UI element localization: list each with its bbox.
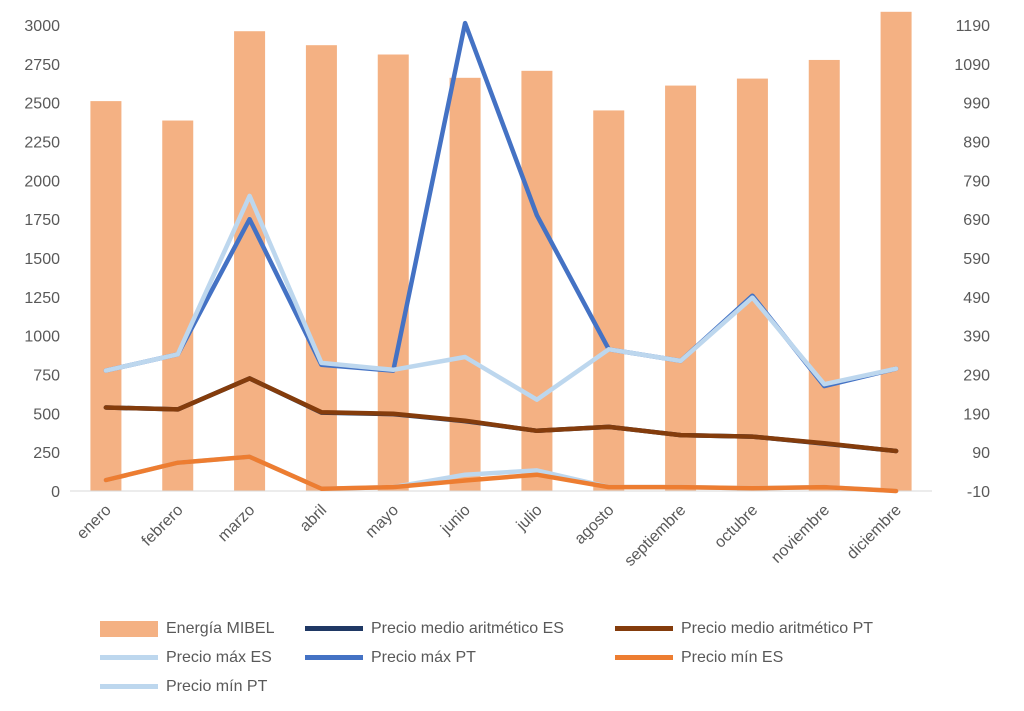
legend-row: Energía MIBEL Precio medio aritmético ES P… bbox=[100, 614, 1000, 643]
left-tick-label: 1000 bbox=[24, 329, 60, 346]
left-tick-label: 750 bbox=[33, 368, 60, 385]
right-tick-label: 890 bbox=[963, 135, 990, 152]
right-tick-label: 90 bbox=[972, 445, 990, 462]
bar-marzo bbox=[234, 31, 266, 492]
left-tick-label: 500 bbox=[33, 406, 60, 423]
right-tick-label: -10 bbox=[967, 484, 990, 501]
bar-enero bbox=[90, 101, 122, 491]
left-tick-label: 3000 bbox=[24, 18, 60, 35]
bars-layer bbox=[90, 11, 912, 492]
legend-label: Precio mín PT bbox=[166, 677, 268, 695]
right-axis-labels: -10 90 190 290 390 490 590 690 790 890 990 1090 1190 bbox=[954, 18, 990, 501]
series-line-5 bbox=[103, 454, 899, 494]
bar-julio bbox=[521, 70, 553, 491]
category-label-noviembre: noviembre bbox=[768, 502, 833, 567]
bar-abril bbox=[305, 45, 337, 492]
legend-swatch bbox=[100, 620, 158, 637]
chart: 0 250 500 750 1000 1250 1500 1750 2000 2250 2500 27… bbox=[24, 11, 990, 570]
legend-item: Energía MIBEL bbox=[100, 620, 305, 638]
right-tick-label: 990 bbox=[963, 96, 990, 113]
legend-label: Precio mín ES bbox=[681, 648, 784, 666]
legend-item: Precio medio aritmético ES bbox=[305, 620, 615, 638]
category-label-enero: enero bbox=[74, 502, 115, 543]
bar-noviembre bbox=[808, 59, 840, 491]
legend-swatch bbox=[100, 655, 158, 660]
left-tick-label: 0 bbox=[51, 484, 60, 501]
legend-swatch bbox=[305, 655, 363, 660]
legend-label: Precio medio aritmético PT bbox=[681, 619, 874, 637]
category-label-julio: julio bbox=[513, 502, 546, 535]
right-tick-label: 190 bbox=[963, 406, 990, 423]
category-label-junio: junio bbox=[437, 502, 474, 539]
bar-diciembre bbox=[880, 11, 912, 492]
series-line-4 bbox=[103, 20, 899, 389]
category-label-febrero: febrero bbox=[139, 502, 187, 550]
right-tick-label: 390 bbox=[963, 329, 990, 346]
lines-layer bbox=[103, 20, 899, 494]
bar-junio bbox=[449, 77, 481, 492]
legend-row: Precio mín PT bbox=[100, 672, 1000, 701]
legend-item: Precio medio aritmético PT bbox=[615, 620, 945, 638]
legend-swatch bbox=[615, 655, 673, 660]
left-tick-label: 1500 bbox=[24, 251, 60, 268]
legend-row: Precio máx ES Precio máx PT Precio mín ES bbox=[100, 643, 1000, 672]
right-tick-label: 790 bbox=[963, 173, 990, 190]
right-tick-label: 1190 bbox=[956, 18, 991, 35]
x-axis-labels: enero febrero marzo abril mayo junio julio agos… bbox=[74, 502, 905, 570]
series-line-2 bbox=[103, 376, 899, 454]
left-tick-label: 2250 bbox=[24, 135, 60, 152]
legend-label: Precio máx PT bbox=[371, 648, 476, 666]
legend-swatch bbox=[615, 626, 673, 631]
legend-item: Precio mín PT bbox=[100, 678, 305, 696]
legend-item: Precio mín ES bbox=[615, 649, 945, 667]
right-tick-label: 1090 bbox=[954, 57, 990, 74]
left-tick-label: 1250 bbox=[24, 290, 60, 307]
legend: Energía MIBEL Precio medio aritmético ES P… bbox=[100, 614, 1000, 701]
legend-item: Precio máx ES bbox=[100, 649, 305, 667]
bar-agosto bbox=[593, 110, 625, 491]
right-tick-label: 690 bbox=[963, 212, 990, 229]
left-tick-label: 1750 bbox=[24, 212, 60, 229]
legend-label: Precio medio aritmético ES bbox=[371, 619, 564, 637]
legend-item: Precio máx PT bbox=[305, 649, 615, 667]
category-label-septiembre: septiembre bbox=[621, 502, 689, 570]
category-label-marzo: marzo bbox=[215, 502, 259, 546]
legend-swatch bbox=[305, 626, 363, 631]
left-axis-labels: 0 250 500 750 1000 1250 1500 1750 2000 2250 2500 27… bbox=[24, 18, 60, 501]
left-tick-label: 250 bbox=[33, 445, 60, 462]
category-label-octubre: octubre bbox=[711, 502, 761, 552]
right-tick-label: 490 bbox=[963, 290, 990, 307]
series-line-3 bbox=[103, 193, 899, 402]
legend-swatch bbox=[100, 684, 158, 689]
right-tick-label: 590 bbox=[963, 251, 990, 268]
bar-mayo bbox=[377, 54, 409, 491]
left-tick-label: 2750 bbox=[24, 57, 60, 74]
category-label-abril: abril bbox=[297, 502, 330, 535]
left-tick-label: 2000 bbox=[24, 173, 60, 190]
left-tick-label: 2500 bbox=[24, 96, 60, 113]
bar-octubre bbox=[736, 78, 768, 491]
legend-label: Precio máx ES bbox=[166, 648, 272, 666]
legend-label: Energía MIBEL bbox=[166, 619, 275, 637]
category-label-mayo: mayo bbox=[362, 502, 402, 542]
bar-febrero bbox=[162, 120, 194, 491]
bar-septiembre bbox=[665, 85, 697, 491]
category-label-diciembre: diciembre bbox=[844, 502, 905, 563]
category-label-agosto: agosto bbox=[572, 502, 618, 548]
right-tick-label: 290 bbox=[963, 368, 990, 385]
